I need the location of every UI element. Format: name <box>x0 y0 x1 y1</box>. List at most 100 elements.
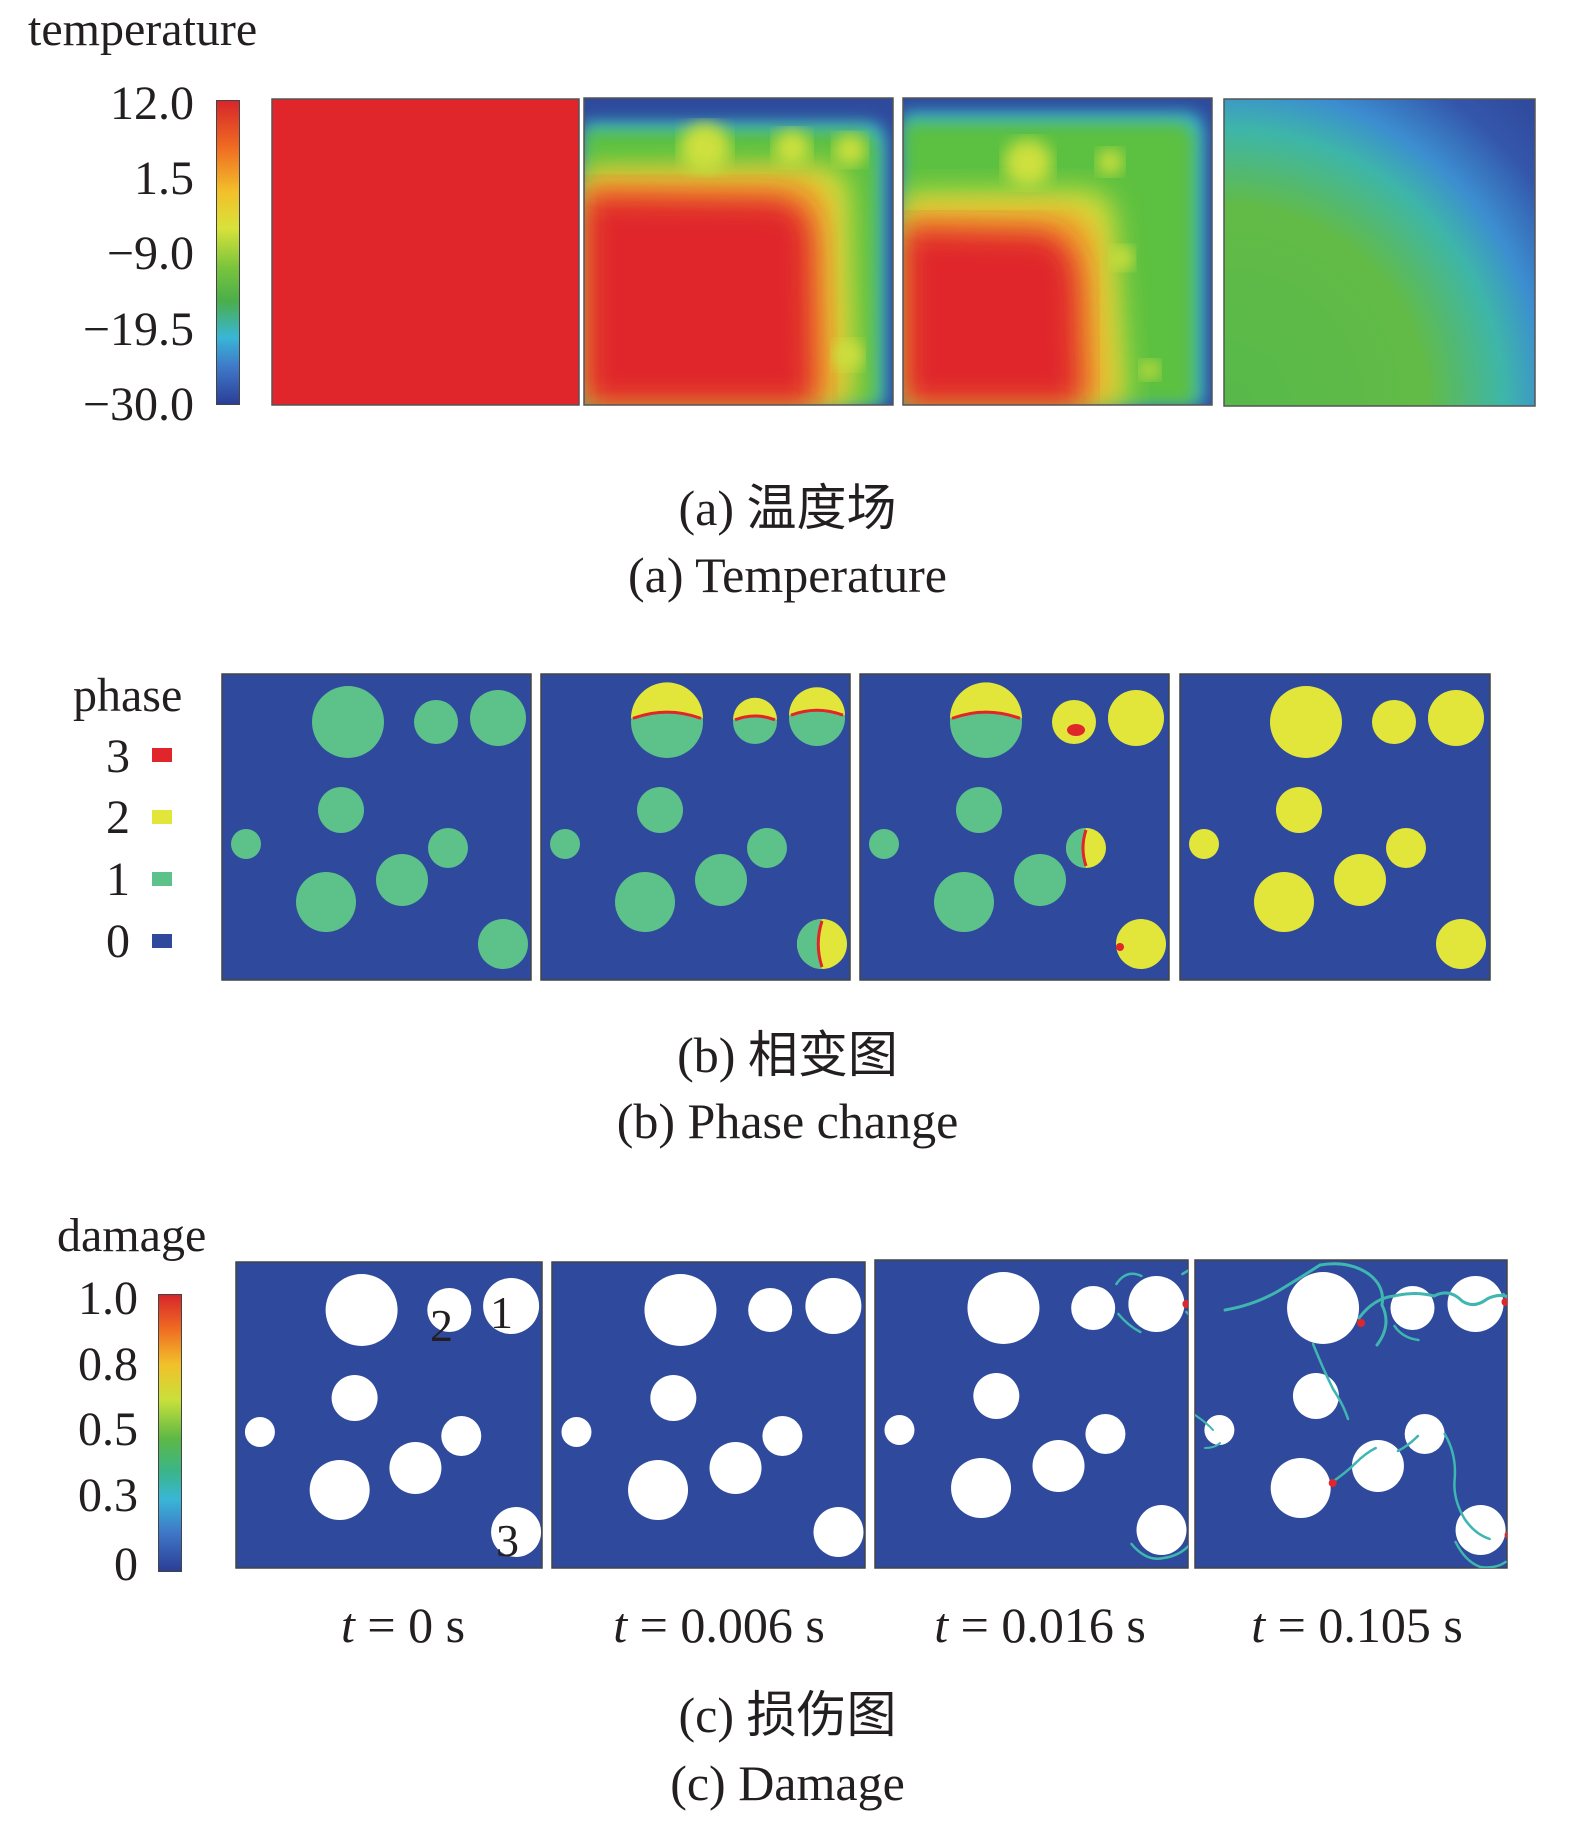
phase-particle <box>1116 919 1166 969</box>
damage-crack <box>1311 1342 1350 1421</box>
damage-crack <box>1130 1542 1188 1560</box>
damage-tick-1: 0.8 <box>78 1338 138 1391</box>
damage-void <box>325 1274 398 1346</box>
phase-particle <box>1189 829 1219 859</box>
phase-particle <box>470 690 526 746</box>
damage-colorbar <box>158 1294 182 1572</box>
damage-frame-3 <box>874 1259 1189 1569</box>
damage-void <box>1287 1272 1360 1344</box>
damage-void <box>561 1417 592 1447</box>
phase-particle <box>318 787 364 833</box>
phase-particle <box>1108 690 1164 746</box>
phase-particle <box>478 919 528 969</box>
phase-red-spot <box>1067 724 1085 736</box>
damage-void <box>1390 1286 1435 1330</box>
damage-void <box>244 1417 275 1447</box>
temperature-legend-title: temperature <box>28 3 258 56</box>
damage-crack <box>1454 1540 1507 1568</box>
particle-label-2: 2 <box>430 1300 453 1351</box>
damage-peak <box>1328 1479 1337 1487</box>
phase-particle <box>1334 854 1386 906</box>
temperature-tick-2: −9.0 <box>106 227 194 280</box>
phase-particle <box>550 829 580 859</box>
time-label-3: t = 0.016 s <box>934 1597 1146 1653</box>
damage-void <box>441 1416 482 1456</box>
damage-void <box>628 1460 689 1520</box>
damage-void <box>389 1442 442 1494</box>
damage-void <box>709 1442 762 1494</box>
temperature-frame-3 <box>903 98 1212 405</box>
damage-void <box>1071 1286 1116 1330</box>
phase-particle <box>797 919 847 969</box>
damage-void <box>644 1274 717 1346</box>
damage-tick-4: 0 <box>114 1538 138 1591</box>
temperature-tick-4: −30.0 <box>82 378 194 431</box>
caption-a-cn: (a) 温度场 <box>678 480 897 536</box>
damage-void <box>813 1507 864 1557</box>
damage-crack <box>1393 1292 1507 1342</box>
phase-red-spot <box>1116 943 1124 951</box>
phase-swatch-3 <box>152 748 172 762</box>
phase-swatch-2 <box>152 810 172 824</box>
phase-particle <box>312 686 384 758</box>
damage-void <box>973 1373 1020 1419</box>
damage-void <box>967 1272 1040 1344</box>
phase-frame-4 <box>1179 673 1491 981</box>
caption-a-en: (a) Temperature <box>628 547 947 603</box>
damage-void <box>331 1375 378 1421</box>
damage-void <box>1128 1276 1185 1332</box>
phase-particle <box>1372 700 1416 744</box>
phase-particle <box>789 687 845 746</box>
damage-crack <box>1396 1432 1491 1541</box>
damage-void <box>427 1288 472 1332</box>
damage-tick-2: 0.5 <box>78 1403 138 1456</box>
time-label-2: t = 0.006 s <box>613 1597 825 1653</box>
phase-particle <box>733 697 777 744</box>
damage-void <box>805 1278 862 1334</box>
damage-legend-title: damage <box>57 1209 207 1262</box>
phase-particle <box>956 787 1002 833</box>
damage-void <box>748 1288 793 1332</box>
temperature-tick-0: 12.0 <box>110 77 194 130</box>
phase-particle <box>428 828 468 868</box>
damage-void <box>483 1278 540 1334</box>
temperature-colorbar <box>216 100 240 405</box>
phase-particle <box>376 854 428 906</box>
phase-legend-label-1: 1 <box>106 853 130 906</box>
phase-frame-1 <box>221 673 532 981</box>
caption-c-cn: (c) 损伤图 <box>678 1687 897 1743</box>
damage-void <box>762 1416 803 1456</box>
phase-particle <box>231 829 261 859</box>
phase-particle <box>615 872 675 932</box>
phase-particle <box>1386 828 1426 868</box>
damage-void <box>1085 1414 1126 1454</box>
damage-peak <box>1501 1298 1507 1306</box>
temperature-field-panels <box>271 97 1536 407</box>
damage-void <box>650 1375 697 1421</box>
damage-crack <box>1223 1262 1388 1347</box>
damage-peak <box>1357 1319 1366 1327</box>
damage-peak <box>1504 1531 1507 1539</box>
phase-particle <box>1428 690 1484 746</box>
phase-frame-3 <box>859 673 1170 981</box>
damage-void <box>491 1507 542 1557</box>
phase-swatch-0 <box>152 934 172 948</box>
time-label-4: t = 0.105 s <box>1251 1597 1463 1653</box>
damage-void <box>884 1415 915 1445</box>
damage-frame-4 <box>1194 1259 1508 1569</box>
damage-panels <box>235 1259 1508 1569</box>
phase-legend-title: phase <box>73 669 183 722</box>
damage-tick-0: 1.0 <box>78 1272 138 1325</box>
phase-particle <box>695 854 747 906</box>
phase-particle <box>1066 828 1106 868</box>
temperature-frame-4 <box>1223 98 1536 407</box>
caption-b-cn: (b) 相变图 <box>677 1027 898 1083</box>
phase-particle <box>1254 872 1314 932</box>
damage-void <box>1351 1440 1404 1492</box>
phase-particle <box>934 872 994 932</box>
phase-particle <box>1052 700 1096 744</box>
damage-crack <box>1115 1269 1188 1334</box>
damage-void <box>1292 1373 1339 1419</box>
damage-tick-3: 0.3 <box>78 1469 138 1522</box>
caption-c-en: (c) Damage <box>670 1755 905 1811</box>
